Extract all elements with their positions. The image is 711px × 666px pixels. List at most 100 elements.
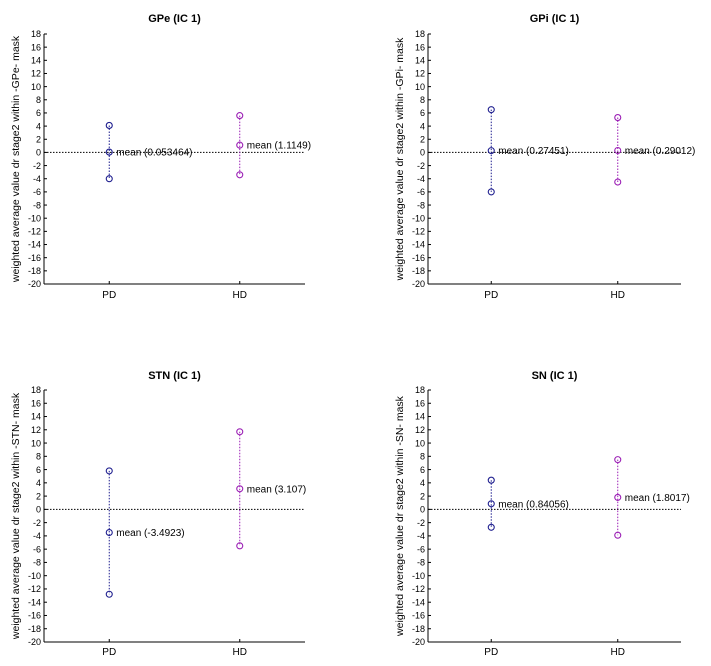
y-tick-label: 2 [420, 491, 425, 501]
y-tick-label: -10 [28, 571, 41, 581]
y-tick-label: 16 [415, 398, 425, 408]
y-tick-label: -18 [412, 624, 425, 634]
mean-label: mean (0.29012) [625, 146, 696, 157]
y-tick-label: 14 [415, 56, 425, 66]
mean-point [614, 493, 622, 501]
chart-title: STN (IC 1) [148, 370, 201, 382]
y-tick-label: -12 [28, 584, 41, 594]
y-tick-label: 16 [31, 398, 41, 408]
y-axis-label: weighted average value dr stage2 within … [10, 392, 22, 640]
chart-panel-1: GPi (IC 1) weighted average value dr stag… [394, 13, 695, 301]
mean-point [105, 528, 113, 537]
lower-point [105, 175, 113, 183]
y-tick-label: 10 [31, 438, 41, 448]
mean-point [487, 500, 495, 508]
y-tick-label: -18 [412, 266, 425, 276]
y-tick-label: 0 [420, 148, 425, 158]
y-tick-label: 6 [36, 465, 41, 475]
y-tick-label: 10 [31, 82, 41, 92]
chart-panel-3: SN (IC 1) weighted average value dr stage… [394, 370, 690, 658]
mean-label: mean (0.27451) [498, 146, 569, 157]
y-tick-label: 6 [36, 108, 41, 118]
y-tick-label: 18 [415, 385, 425, 395]
y-tick-label: 8 [36, 95, 41, 105]
y-tick-label: 12 [31, 425, 41, 435]
y-tick-label: -4 [33, 531, 41, 541]
y-tick-label: -6 [417, 544, 425, 554]
y-tick-label: -8 [417, 558, 425, 568]
y-tick-label: 14 [31, 56, 41, 66]
y-tick-label: 2 [420, 134, 425, 144]
y-tick-label: -8 [33, 200, 41, 210]
y-tick-label: -8 [417, 200, 425, 210]
y-tick-label: -20 [28, 637, 41, 647]
x-category-label: HD [233, 647, 247, 658]
chart-panel-2: STN (IC 1) weighted average value dr stag… [10, 370, 306, 658]
y-tick-label: -14 [412, 597, 425, 607]
y-tick-label: -20 [28, 279, 41, 289]
y-tick-label: -16 [412, 611, 425, 621]
y-tick-label: 8 [420, 452, 425, 462]
y-tick-label: -18 [28, 266, 41, 276]
y-axis-label: weighted average value dr stage2 within … [394, 37, 406, 282]
y-tick-label: -16 [28, 611, 41, 621]
x-category-label: PD [102, 647, 116, 658]
y-tick-label: -16 [28, 253, 41, 263]
upper-point [614, 456, 622, 464]
y-tick-label: 10 [415, 82, 425, 92]
y-tick-label: -14 [412, 240, 425, 250]
y-tick-label: 12 [31, 69, 41, 79]
y-tick-label: 16 [415, 42, 425, 52]
y-tick-label: 12 [415, 69, 425, 79]
y-axis-label: weighted average value dr stage2 within … [10, 35, 22, 283]
y-tick-label: 4 [36, 121, 41, 131]
y-tick-label: -2 [417, 161, 425, 171]
mean-label: mean (-3.4923) [116, 528, 184, 539]
y-tick-label: 18 [31, 385, 41, 395]
y-tick-label: -4 [33, 174, 41, 184]
mean-point [236, 485, 244, 493]
x-category-label: HD [611, 647, 625, 658]
y-tick-label: -20 [412, 637, 425, 647]
y-tick-label: -2 [33, 518, 41, 528]
mean-point [614, 146, 622, 155]
y-tick-label: -12 [412, 584, 425, 594]
upper-point [487, 106, 495, 114]
mean-point [236, 141, 244, 149]
y-tick-label: -2 [33, 161, 41, 171]
y-tick-label: -4 [417, 174, 425, 184]
upper-point [236, 112, 244, 120]
chart-title: SN (IC 1) [532, 370, 578, 382]
y-tick-label: 18 [31, 29, 41, 39]
y-tick-label: -10 [28, 213, 41, 223]
x-category-label: HD [611, 290, 625, 301]
y-tick-label: 0 [420, 505, 425, 515]
y-tick-label: 8 [36, 452, 41, 462]
y-tick-label: 6 [420, 465, 425, 475]
y-tick-label: 4 [36, 478, 41, 488]
x-category-label: PD [102, 290, 116, 301]
y-tick-label: 0 [36, 148, 41, 158]
lower-point [614, 178, 622, 186]
y-tick-label: -6 [33, 187, 41, 197]
y-tick-label: 8 [420, 95, 425, 105]
upper-point [236, 428, 244, 436]
y-tick-label: 10 [415, 438, 425, 448]
y-tick-label: 18 [415, 29, 425, 39]
x-category-label: PD [484, 290, 498, 301]
chart-panel-0: GPe (IC 1) weighted average value dr stag… [10, 13, 311, 301]
mean-label: mean (1.8017) [625, 493, 690, 504]
mean-label: mean (1.1149) [247, 141, 311, 152]
y-tick-label: -8 [33, 558, 41, 568]
y-tick-label: -12 [28, 227, 41, 237]
y-tick-label: 4 [420, 121, 425, 131]
x-category-label: HD [233, 290, 247, 301]
y-tick-label: -6 [417, 187, 425, 197]
lower-point [487, 523, 495, 531]
mean-label: mean (0.053464) [116, 148, 192, 159]
y-tick-label: -18 [28, 624, 41, 634]
mean-point [487, 147, 495, 155]
mean-point [105, 148, 113, 156]
mean-label: mean (0.84056) [498, 499, 569, 510]
